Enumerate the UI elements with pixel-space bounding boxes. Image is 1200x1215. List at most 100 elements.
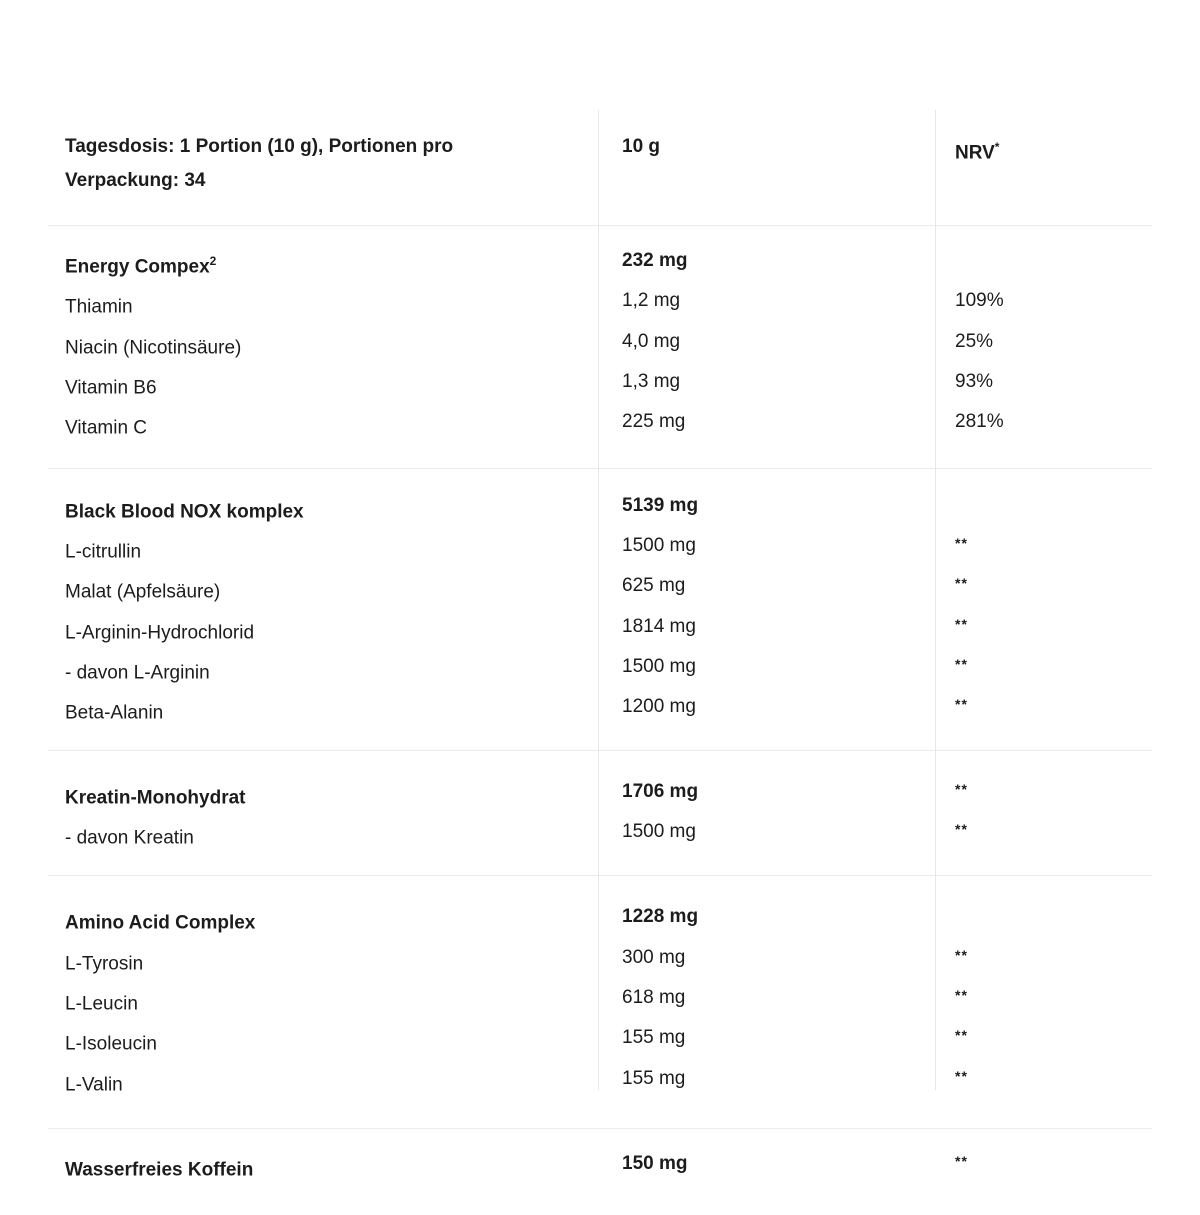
row-nrv: ** [955, 946, 968, 963]
row-nrv: ** [955, 780, 968, 797]
nutrition-table: Tagesdosis: 1 Portion (10 g), Portionen … [48, 110, 1152, 1180]
table-row: Vitamin C 225 mg 281% [48, 405, 1152, 445]
row-nrv: ** [955, 1067, 968, 1084]
row-label-text: L-Arginin-Hydrochlorid [65, 621, 255, 643]
row-label: Energy Compex2 [48, 244, 598, 284]
table-section-kreatin: Kreatin-Monohydrat 1706 mg ** - davon Kreat… [48, 749, 1152, 876]
row-label: L-citrullin [48, 529, 598, 569]
table-row: Malat (Apfelsäure) 625 mg ** [48, 569, 1152, 609]
row-nrv: 109% [955, 290, 1004, 312]
row-label-text: Black Blood NOX komplex [65, 500, 304, 522]
row-label-text: L-Isoleucin [65, 1033, 157, 1055]
row-value: 155 mg [622, 1067, 686, 1089]
nrv-asterisk: * [994, 140, 1000, 154]
row-label: L-Valin [48, 1062, 598, 1102]
table-section-amino-acid-complex: Amino Acid Complex 1228 mg L-Tyrosin 300 mg… [48, 875, 1152, 1128]
row-value: 232 mg [622, 250, 688, 271]
row-label-text: L-citrullin [65, 541, 142, 563]
row-nrv: ** [955, 615, 968, 632]
table-row: Beta-Alanin 1200 mg ** [48, 690, 1152, 730]
row-value: 1,2 mg [622, 290, 681, 312]
row-value: 5139 mg [622, 494, 699, 516]
column-divider [598, 110, 599, 1090]
table-row: Vitamin B6 1,3 mg 93% [48, 365, 1152, 405]
table-row: L-Arginin-Hydrochlorid 1814 mg ** [48, 610, 1152, 650]
table-row: Kreatin-Monohydrat 1706 mg ** [48, 775, 1152, 815]
serving-info: Tagesdosis: 1 Portion (10 g), Portionen … [48, 130, 598, 225]
row-nrv: ** [955, 986, 968, 1003]
row-label-text: L-Valin [65, 1073, 123, 1095]
row-nrv [935, 489, 1152, 529]
row-label-text: Kreatin-Monohydrat [65, 786, 246, 808]
row-label-text: Vitamin C [65, 417, 148, 439]
row-label-text: Thiamin [65, 296, 133, 318]
table-row: L-Tyrosin 300 mg ** [48, 941, 1152, 981]
row-label-text: L-Leucin [65, 993, 138, 1015]
row-label: - davon L-Arginin [48, 650, 598, 690]
row-value: 1706 mg [622, 780, 699, 802]
row-label: L-Arginin-Hydrochlorid [48, 610, 598, 650]
table-row: Black Blood NOX komplex 5139 mg [48, 489, 1152, 529]
row-nrv [935, 900, 1152, 940]
row-label-text: Wasserfreies Koffein [65, 1159, 254, 1181]
row-label-text: Niacin (Nicotinsäure) [65, 336, 242, 358]
row-label: Beta-Alanin [48, 690, 598, 730]
row-label-superscript: 2 [209, 254, 217, 268]
table-row: L-Isoleucin 155 mg ** [48, 1021, 1152, 1061]
row-nrv: ** [955, 696, 968, 713]
row-nrv: ** [955, 1027, 968, 1044]
row-label-text: Beta-Alanin [65, 702, 164, 724]
row-label: Niacin (Nicotinsäure) [48, 325, 598, 365]
table-section-black-blood-nox-komplex: Black Blood NOX komplex 5139 mg L-citrulli… [48, 467, 1152, 750]
row-nrv: 281% [955, 411, 1004, 433]
table-row: L-Leucin 618 mg ** [48, 981, 1152, 1021]
row-label: Kreatin-Monohydrat [48, 775, 598, 815]
row-label: Thiamin [48, 284, 598, 324]
row-label-text: L-Tyrosin [65, 952, 144, 974]
row-nrv [935, 244, 1152, 284]
row-label: - davon Kreatin [48, 815, 598, 855]
serving-info-line1: Tagesdosis: 1 Portion (10 g), Portionen … [65, 136, 454, 157]
row-value: 225 mg [622, 411, 686, 433]
table-row: Wasserfreies Koffein 150 mg ** [48, 1147, 1152, 1187]
table-section-koffein: Wasserfreies Koffein 150 mg ** [48, 1127, 1152, 1215]
row-value: 4,0 mg [622, 330, 681, 352]
row-label: L-Leucin [48, 981, 598, 1021]
table-section-energy-complex: Energy Compex2 232 mg Thiamin 1,2 mg 109% Nia… [48, 225, 1152, 468]
row-value: 1500 mg [622, 820, 696, 842]
table-row: L-citrullin 1500 mg ** [48, 529, 1152, 569]
table-body: Energy Compex2 232 mg Thiamin 1,2 mg 109% Nia… [48, 225, 1152, 1215]
row-label: L-Isoleucin [48, 1021, 598, 1061]
row-value: 618 mg [622, 986, 686, 1008]
row-nrv: 25% [955, 330, 994, 352]
row-label: Wasserfreies Koffein [48, 1147, 598, 1187]
nrv-column-header: NRV* [935, 130, 1152, 225]
row-label-text: - davon Kreatin [65, 827, 194, 849]
row-label: L-Tyrosin [48, 941, 598, 981]
row-value: 1228 mg [622, 906, 699, 928]
row-label: Vitamin B6 [48, 365, 598, 405]
row-label-text: Vitamin B6 [65, 377, 157, 399]
row-label-text: - davon L-Arginin [65, 662, 210, 684]
table-row: L-Valin 155 mg ** [48, 1062, 1152, 1102]
row-label: Vitamin C [48, 405, 598, 445]
table-row: Energy Compex2 232 mg [48, 244, 1152, 284]
row-value: 155 mg [622, 1027, 686, 1049]
row-value: 1,3 mg [622, 370, 681, 392]
row-nrv: ** [955, 820, 968, 837]
table-row: Thiamin 1,2 mg 109% [48, 284, 1152, 324]
row-value: 300 mg [622, 946, 686, 968]
nrv-label: NRV [955, 142, 995, 164]
table-header-row: Tagesdosis: 1 Portion (10 g), Portionen … [48, 110, 1152, 225]
table-row: - davon L-Arginin 1500 mg ** [48, 650, 1152, 690]
table-row: Amino Acid Complex 1228 mg [48, 900, 1152, 940]
table-row: - davon Kreatin 1500 mg ** [48, 815, 1152, 855]
serving-info-line2: Verpackung: 34 [65, 170, 206, 191]
row-nrv: ** [955, 655, 968, 672]
row-value: 1500 mg [622, 655, 696, 677]
column-divider [935, 110, 936, 1090]
amount-column-header: 10 g [622, 136, 661, 157]
row-nrv: ** [955, 1152, 968, 1169]
row-value: 1500 mg [622, 534, 696, 556]
row-value: 1200 mg [622, 696, 696, 718]
